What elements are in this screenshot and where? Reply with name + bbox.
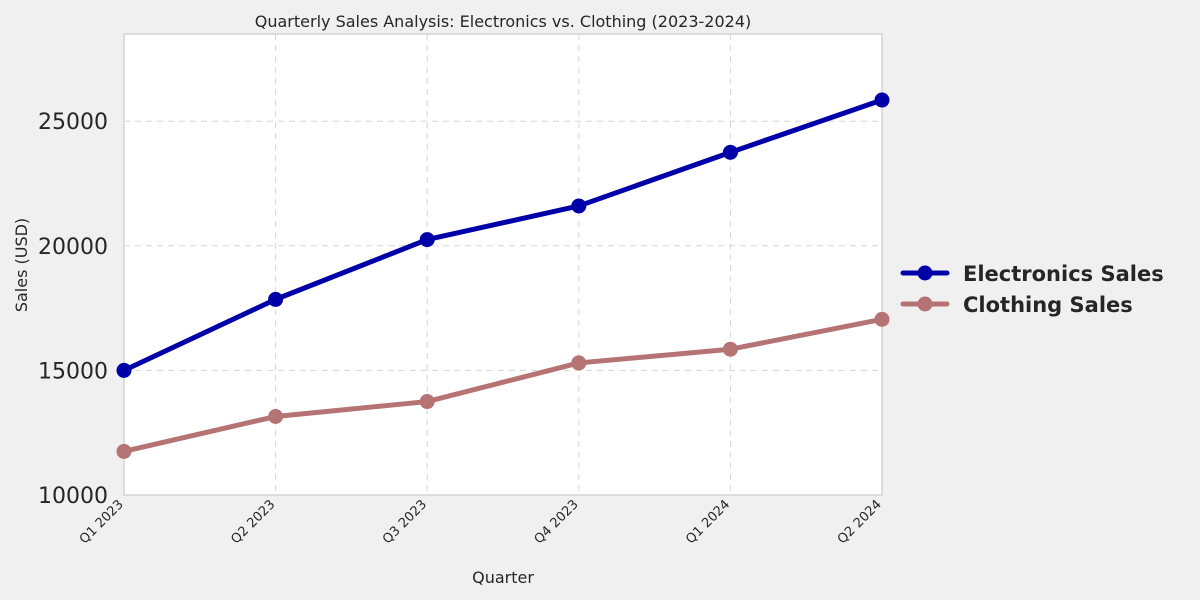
data-point [722,144,738,160]
x-tick-label: Q3 2023 [380,497,430,547]
x-tick-label: Q4 2023 [532,497,582,547]
data-point [268,291,284,307]
data-point [874,92,890,108]
data-point [571,355,587,371]
y-tick-label: 20000 [38,235,108,260]
data-point [874,311,890,327]
series-line [121,316,885,454]
y-tick-label: 10000 [38,484,108,509]
y-tick-label: 15000 [38,359,108,384]
data-point [268,409,284,425]
x-tick-labels: Q1 2023 Q2 2023 Q3 2023 Q4 2023 Q1 2024 Q2 20… [77,497,885,547]
x-axis-label: Quarter [472,568,534,587]
x-tick-label: Q1 2024 [683,497,733,547]
series-line [121,97,885,373]
data-point [419,394,435,410]
legend-marker [917,265,933,281]
data-point [116,443,132,459]
data-point [571,198,587,214]
y-axis-label: Sales (USD) [12,218,31,312]
series-layer [116,92,890,459]
data-point [722,341,738,357]
legend-label: Electronics Sales [963,262,1164,286]
x-tick-label: Q2 2024 [835,497,885,547]
legend-label: Clothing Sales [963,293,1133,317]
plot-area [123,33,883,496]
legend: Electronics Sales Clothing Sales [900,262,1164,317]
x-tick-label: Q2 2023 [228,497,278,547]
chart-title: Quarterly Sales Analysis: Electronics vs… [255,12,752,31]
y-tick-labels: 10000 15000 20000 25000 [38,110,108,509]
y-tick-label: 25000 [38,110,108,135]
data-point [419,232,435,248]
grid-lines [124,34,882,495]
legend-marker [917,296,933,312]
data-point [116,362,132,378]
